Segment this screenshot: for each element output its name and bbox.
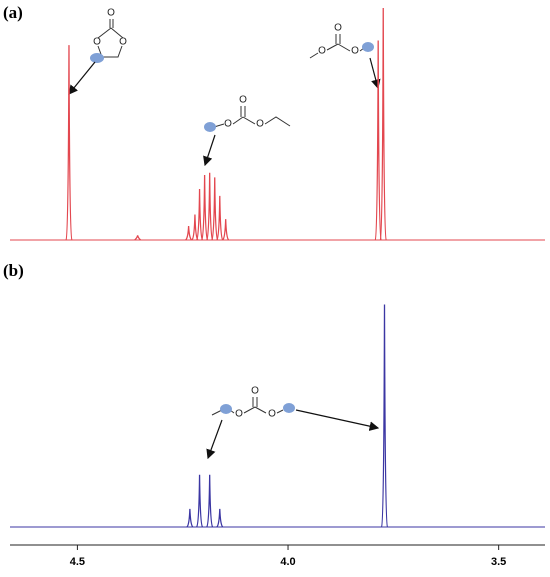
peak [65,45,73,241]
x-tick-label: 4.5 [70,556,85,568]
peak [186,508,194,528]
panel-label: (b) [3,261,24,280]
atom-label: O [107,8,115,19]
atom-label: O [268,409,276,420]
peak [201,175,209,241]
atom-label: O [256,119,264,130]
atom-label: O [318,46,326,57]
peak [211,177,219,241]
structure-dmc-b [206,397,380,460]
atom-label: O [224,119,232,130]
peak [380,304,389,528]
peak [222,219,230,241]
atom-label: O [119,37,127,48]
peak [185,226,193,241]
peak [206,474,214,528]
structure-emc [203,106,291,167]
x-tick-label: 4.0 [280,556,295,568]
peak [195,474,204,528]
atom-label: O [351,46,359,57]
atom-label: O [334,23,342,34]
panel-label: (a) [3,3,23,22]
peak [216,195,224,241]
peak [216,508,224,528]
peak [206,172,214,241]
atom-label: O [235,409,243,420]
peak [374,40,382,241]
atom-label: O [251,386,259,397]
structure-dmc-a [309,34,381,90]
peak [195,188,204,241]
peak [191,214,199,241]
peak [379,7,387,241]
x-tick-label: 3.5 [491,556,506,568]
atom-label: O [239,95,247,106]
peak [134,235,142,241]
structure-ec [68,19,124,95]
atom-label: O [93,37,101,48]
